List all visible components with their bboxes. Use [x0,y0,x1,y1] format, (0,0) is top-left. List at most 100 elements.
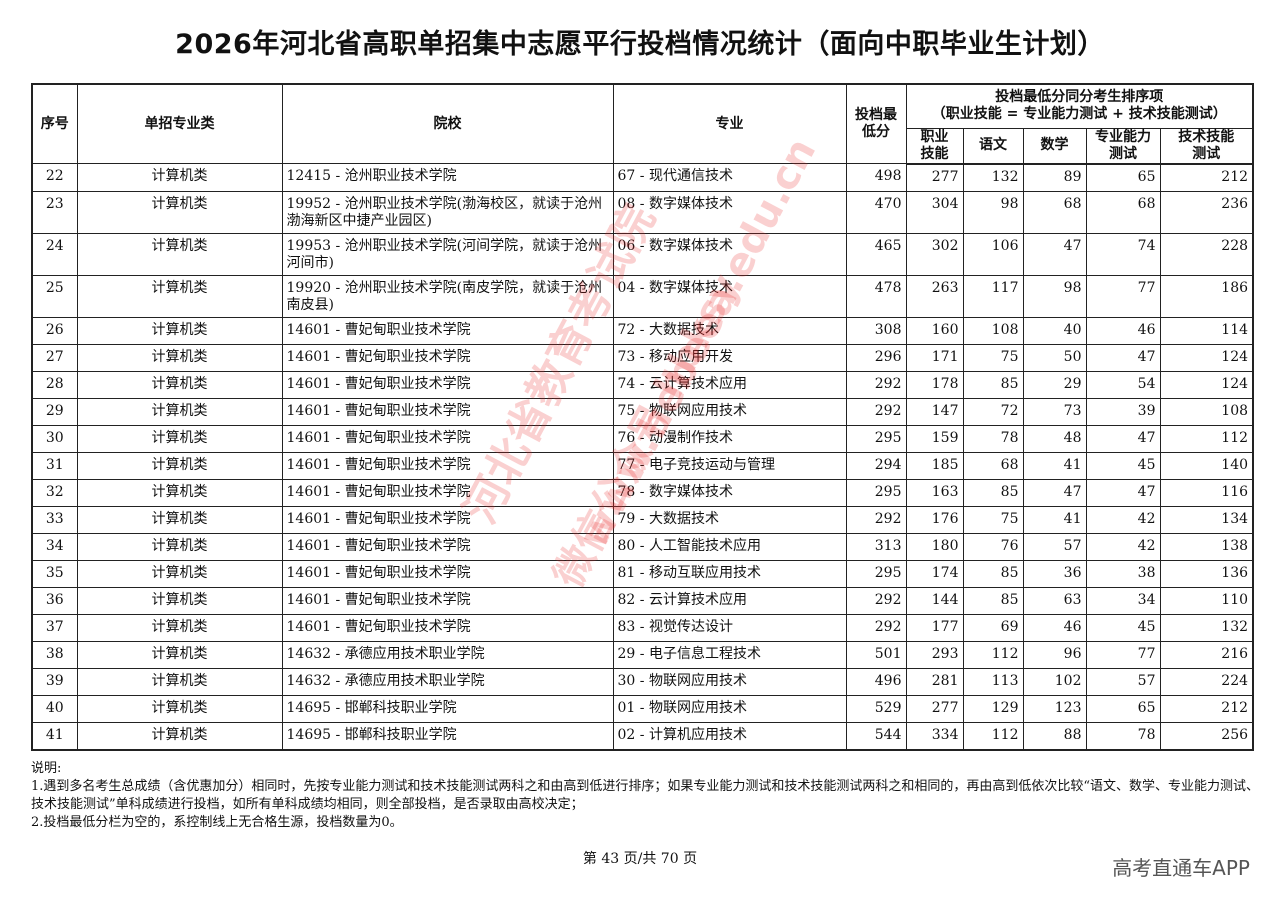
cell-school: 14601 - 曹妃甸职业技术学院 [281,559,614,588]
cell-seq: 23 [31,190,78,234]
cell-chinese: 69 [962,613,1024,642]
cell-seq: 30 [31,424,78,453]
cell-major: 81 - 移动互联应用技术 [612,559,847,588]
cell-professional: 47 [1085,424,1161,453]
cell-category: 计算机类 [76,721,283,750]
cell-min-score: 470 [845,190,907,234]
cell-professional: 39 [1085,397,1161,426]
note-item: 1.遇到多名考生总成绩（含优惠加分）相同时，先按专业能力测试和技术技能测试两科之… [31,779,1260,812]
cell-technical: 216 [1159,640,1254,669]
cell-category: 计算机类 [76,478,283,507]
header-technical: 技术技能测试 [1159,127,1254,165]
header-min-score: 投档最低分 [845,83,907,164]
table-row: 30 计算机类 14601 - 曹妃甸职业技术学院 76 - 动漫制作技术 295 159… [31,424,1254,453]
cell-chinese: 85 [962,586,1024,615]
cell-chinese: 85 [962,370,1024,399]
tiebreak-formula: （职业技能 = 专业能力测试 + 技术技能测试） [931,106,1227,123]
cell-category: 计算机类 [76,532,283,561]
cell-vocational: 171 [905,343,964,372]
cell-major: 01 - 物联网应用技术 [612,694,847,723]
cell-chinese: 85 [962,559,1024,588]
cell-school: 14601 - 曹妃甸职业技术学院 [281,505,614,534]
cell-major: 80 - 人工智能技术应用 [612,532,847,561]
cell-major: 76 - 动漫制作技术 [612,424,847,453]
cell-min-score: 313 [845,532,907,561]
cell-seq: 41 [31,721,78,750]
cell-chinese: 85 [962,478,1024,507]
cell-major: 74 - 云计算技术应用 [612,370,847,399]
cell-technical: 136 [1159,559,1254,588]
cell-min-score: 295 [845,424,907,453]
cell-major: 06 - 数字媒体技术 [612,232,847,276]
cell-major: 29 - 电子信息工程技术 [612,640,847,669]
cell-technical: 114 [1159,316,1254,345]
tiebreak-title: 投档最低分同分考生排序项 [995,89,1164,106]
cell-category: 计算机类 [76,505,283,534]
cell-technical: 112 [1159,424,1254,453]
cell-min-score: 292 [845,586,907,615]
cell-min-score: 292 [845,613,907,642]
cell-seq: 38 [31,640,78,669]
cell-category: 计算机类 [76,343,283,372]
cell-technical: 212 [1159,163,1254,192]
cell-school: 14601 - 曹妃甸职业技术学院 [281,613,614,642]
cell-professional: 47 [1085,343,1161,372]
table-row: 29 计算机类 14601 - 曹妃甸职业技术学院 75 - 物联网应用技术 292 14… [31,397,1254,426]
cell-school: 14601 - 曹妃甸职业技术学院 [281,478,614,507]
cell-vocational: 144 [905,586,964,615]
cell-min-score: 292 [845,505,907,534]
cell-min-score: 498 [845,163,907,192]
cell-math: 57 [1022,532,1087,561]
table-row: 37 计算机类 14601 - 曹妃甸职业技术学院 83 - 视觉传达设计 292 177… [31,613,1254,642]
cell-school: 14601 - 曹妃甸职业技术学院 [281,343,614,372]
cell-technical: 140 [1159,451,1254,480]
cell-math: 47 [1022,478,1087,507]
cell-seq: 28 [31,370,78,399]
cell-math: 48 [1022,424,1087,453]
cell-category: 计算机类 [76,163,283,192]
cell-professional: 45 [1085,613,1161,642]
cell-technical: 138 [1159,532,1254,561]
cell-category: 计算机类 [76,613,283,642]
cell-vocational: 159 [905,424,964,453]
cell-vocational: 147 [905,397,964,426]
cell-min-score: 292 [845,397,907,426]
cell-min-score: 292 [845,370,907,399]
cell-math: 41 [1022,451,1087,480]
cell-category: 计算机类 [76,190,283,234]
cell-vocational: 174 [905,559,964,588]
cell-math: 47 [1022,232,1087,276]
cell-professional: 57 [1085,667,1161,696]
cell-seq: 24 [31,232,78,276]
header-professional: 专业能力测试 [1085,127,1161,165]
cell-chinese: 75 [962,505,1024,534]
cell-professional: 65 [1085,694,1161,723]
cell-school: 14601 - 曹妃甸职业技术学院 [281,451,614,480]
cell-category: 计算机类 [76,370,283,399]
table-row: 39 计算机类 14632 - 承德应用技术职业学院 30 - 物联网应用技术 496 2… [31,667,1254,696]
cell-vocational: 180 [905,532,964,561]
cell-vocational: 185 [905,451,964,480]
header-vocational: 职业技能 [905,127,964,165]
cell-category: 计算机类 [76,232,283,276]
cell-major: 02 - 计算机应用技术 [612,721,847,750]
cell-vocational: 176 [905,505,964,534]
cell-vocational: 277 [905,163,964,192]
cell-vocational: 178 [905,370,964,399]
cell-school: 19920 - 沧州职业技术学院(南皮学院，就读于沧州南皮县) [281,274,614,318]
notes-heading: 说明: [31,761,62,776]
note-item: 2.投档最低分栏为空的，系控制线上无合格生源，投档数量为0。 [31,815,403,830]
cell-professional: 38 [1085,559,1161,588]
cell-seq: 31 [31,451,78,480]
cell-category: 计算机类 [76,424,283,453]
cell-min-score: 529 [845,694,907,723]
cell-seq: 22 [31,163,78,192]
cell-seq: 32 [31,478,78,507]
cell-vocational: 263 [905,274,964,318]
header-seq: 序号 [31,83,78,164]
cell-seq: 29 [31,397,78,426]
cell-math: 88 [1022,721,1087,750]
cell-math: 123 [1022,694,1087,723]
table-row: 40 计算机类 14695 - 邯郸科技职业学院 01 - 物联网应用技术 529 277… [31,694,1254,723]
table-row: 36 计算机类 14601 - 曹妃甸职业技术学院 82 - 云计算技术应用 292 14… [31,586,1254,615]
